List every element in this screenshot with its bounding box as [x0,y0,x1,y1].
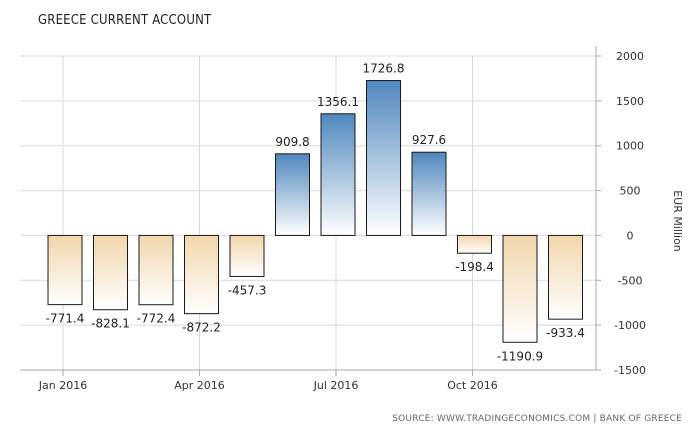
data-label: 1726.8 [363,62,405,76]
data-label: -198.4 [455,260,494,274]
data-label: -872.2 [182,321,221,335]
y-tick-label: -1500 [614,364,646,377]
y-tick-label: 1500 [616,95,644,108]
y-tick-label: -1000 [614,319,646,332]
bar [184,234,219,315]
data-label: -933.4 [546,326,585,340]
data-label: 1356.1 [317,95,359,109]
chart-source: SOURCE: WWW.TRADINGECONOMICS.COM | BANK … [392,414,682,424]
y-tick-label: 1000 [616,140,644,153]
bar [47,234,83,306]
data-label: -457.3 [228,283,267,297]
bar [502,234,538,343]
bar [366,80,401,236]
data-label: 927.6 [412,133,446,147]
bar [411,151,447,236]
bar [548,234,583,320]
bar [457,234,492,254]
data-label: 909.8 [275,135,309,149]
bar [275,153,310,236]
x-tick-label: Oct 2016 [447,379,498,392]
bar [320,113,356,236]
data-label: -828.1 [91,317,130,331]
x-tick-label: Jul 2016 [313,379,359,392]
x-tick-label: Jan 2016 [38,379,87,392]
bar [93,234,128,311]
y-tick-label: 2000 [616,50,644,63]
y-tick-label: 0 [627,229,634,242]
y-tick-label: -500 [618,274,643,287]
bar [138,234,174,306]
bar [229,234,265,277]
data-label: -771.4 [46,312,85,326]
data-label: -1190.9 [497,349,543,363]
x-tick-label: Apr 2016 [174,379,225,392]
y-axis-title: EUR Million [671,190,684,252]
chart-title: GREECE CURRENT ACCOUNT [38,13,212,28]
y-tick-label: 500 [620,185,641,198]
data-label: -772.4 [137,312,176,326]
